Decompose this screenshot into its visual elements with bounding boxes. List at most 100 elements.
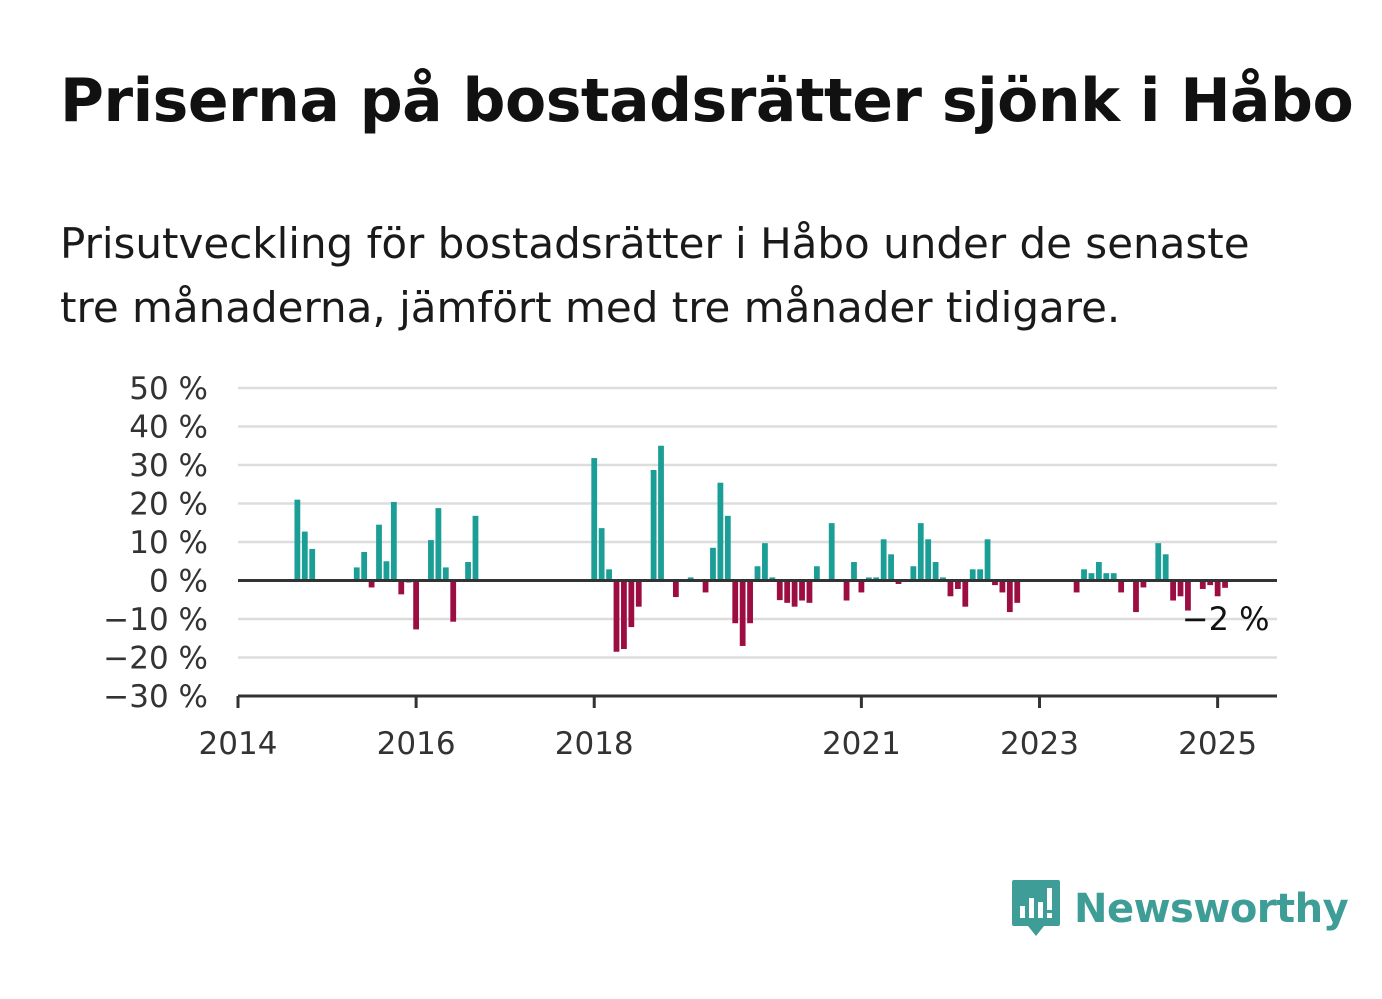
bar-positive bbox=[1081, 569, 1087, 581]
x-tick-label: 2023 bbox=[1000, 726, 1079, 762]
bar-negative bbox=[1199, 580, 1206, 589]
bar-negative bbox=[1014, 580, 1021, 603]
bar-positive bbox=[865, 577, 872, 581]
newsworthy-logo-icon bbox=[1012, 880, 1060, 936]
bar-negative bbox=[1118, 580, 1125, 593]
bar-negative bbox=[799, 580, 805, 601]
bar-positive bbox=[687, 577, 694, 581]
bar-negative bbox=[776, 580, 783, 601]
bar-positive bbox=[465, 562, 471, 581]
bar-positive bbox=[1162, 554, 1169, 581]
bar-positive bbox=[969, 569, 976, 581]
x-tick-label: 2014 bbox=[199, 726, 278, 762]
bar-positive bbox=[851, 562, 857, 581]
bar-negative bbox=[806, 580, 813, 603]
bar-positive bbox=[932, 562, 939, 581]
x-tick-label: 2016 bbox=[377, 726, 456, 762]
bar-positive bbox=[301, 531, 308, 581]
bar-negative bbox=[858, 580, 865, 593]
bars bbox=[294, 445, 1228, 652]
newsworthy-logo: Newsworthy bbox=[1010, 878, 1349, 940]
bar-negative bbox=[1006, 580, 1013, 613]
x-tick-label: 2025 bbox=[1178, 726, 1257, 762]
bar-positive bbox=[361, 552, 368, 581]
bar-negative bbox=[992, 580, 998, 586]
bar-positive bbox=[591, 458, 598, 581]
bar-negative bbox=[368, 580, 375, 588]
gridlines bbox=[238, 386, 1277, 659]
bar-positive bbox=[917, 523, 924, 581]
y-tick-label: 20 % bbox=[129, 487, 208, 523]
bar-positive bbox=[769, 577, 776, 581]
bar-positive bbox=[1088, 573, 1095, 581]
bar-negative bbox=[954, 580, 961, 589]
bar-negative bbox=[895, 580, 902, 584]
bar-positive bbox=[376, 524, 382, 581]
bar-negative bbox=[999, 580, 1006, 593]
y-tick-label: 50 % bbox=[129, 371, 208, 407]
bar-negative bbox=[450, 580, 457, 622]
bar-positive bbox=[984, 539, 991, 581]
bar-negative bbox=[962, 580, 969, 607]
bar-positive bbox=[650, 470, 657, 581]
bar-negative bbox=[635, 580, 642, 607]
bar-negative bbox=[1214, 580, 1221, 597]
bar-negative bbox=[739, 580, 746, 646]
y-tick-label: 0 % bbox=[149, 564, 208, 600]
bar-positive bbox=[873, 577, 880, 581]
bar-positive bbox=[717, 482, 724, 581]
bar-positive bbox=[724, 515, 731, 581]
bar-negative bbox=[702, 580, 709, 593]
bar-negative bbox=[1207, 580, 1214, 586]
bar-negative bbox=[398, 580, 405, 595]
bar-negative bbox=[672, 580, 679, 598]
bar-negative bbox=[1133, 580, 1139, 613]
bar-positive bbox=[428, 540, 434, 581]
x-tick-label: 2021 bbox=[822, 726, 901, 762]
bar-negative bbox=[791, 580, 798, 607]
bar-positive bbox=[1095, 562, 1102, 581]
chart-title: Priserna på bostadsrätter sjönk i Håbo bbox=[60, 66, 1354, 136]
y-tick-label: 10 % bbox=[129, 525, 208, 561]
brand-name: Newsworthy bbox=[1074, 886, 1349, 932]
chart-subtitle: Prisutveckling för bostadsrätter i Håbo … bbox=[60, 219, 1250, 332]
bar-positive bbox=[390, 501, 397, 581]
bar-negative bbox=[1177, 580, 1184, 597]
bar-positive bbox=[940, 577, 946, 581]
bar-positive bbox=[1103, 573, 1110, 581]
bar-negative bbox=[1222, 580, 1228, 588]
bar-positive bbox=[888, 554, 894, 581]
x-tick-label: 2018 bbox=[555, 726, 634, 762]
bar-negative bbox=[413, 580, 420, 630]
axes bbox=[236, 579, 1277, 708]
bar-positive bbox=[472, 515, 479, 581]
bar-negative bbox=[1170, 580, 1176, 601]
bar-positive bbox=[910, 566, 917, 581]
y-tick-label: −10 % bbox=[103, 602, 208, 638]
bar-positive bbox=[828, 523, 835, 581]
bar-negative bbox=[1073, 580, 1080, 593]
bar-positive bbox=[880, 539, 887, 581]
bar-positive bbox=[977, 569, 984, 581]
y-tick-label: 40 % bbox=[129, 410, 208, 446]
y-tick-label: 30 % bbox=[129, 448, 208, 484]
bar-negative bbox=[613, 580, 620, 652]
bar-negative bbox=[843, 580, 850, 601]
tick-labels: 50 %40 %30 %20 %10 %0 %−10 %−20 %−30 % 20… bbox=[103, 371, 1257, 762]
bar-positive bbox=[658, 445, 664, 581]
bar-chart: 50 %40 %30 %20 %10 %0 %−10 %−20 %−30 % 20… bbox=[103, 371, 1277, 762]
bar-positive bbox=[710, 547, 716, 581]
bar-positive bbox=[435, 508, 442, 581]
bar-positive bbox=[754, 566, 761, 581]
bar-positive bbox=[925, 539, 932, 581]
bar-negative bbox=[747, 580, 753, 624]
bar-negative bbox=[621, 580, 627, 650]
bar-negative bbox=[947, 580, 954, 597]
bar-positive bbox=[353, 567, 360, 581]
bar-positive bbox=[383, 561, 390, 581]
bar-negative bbox=[628, 580, 635, 628]
bar-positive bbox=[442, 567, 449, 581]
bar-positive bbox=[606, 569, 612, 581]
bar-negative bbox=[1140, 580, 1147, 588]
bar-positive bbox=[598, 528, 605, 581]
